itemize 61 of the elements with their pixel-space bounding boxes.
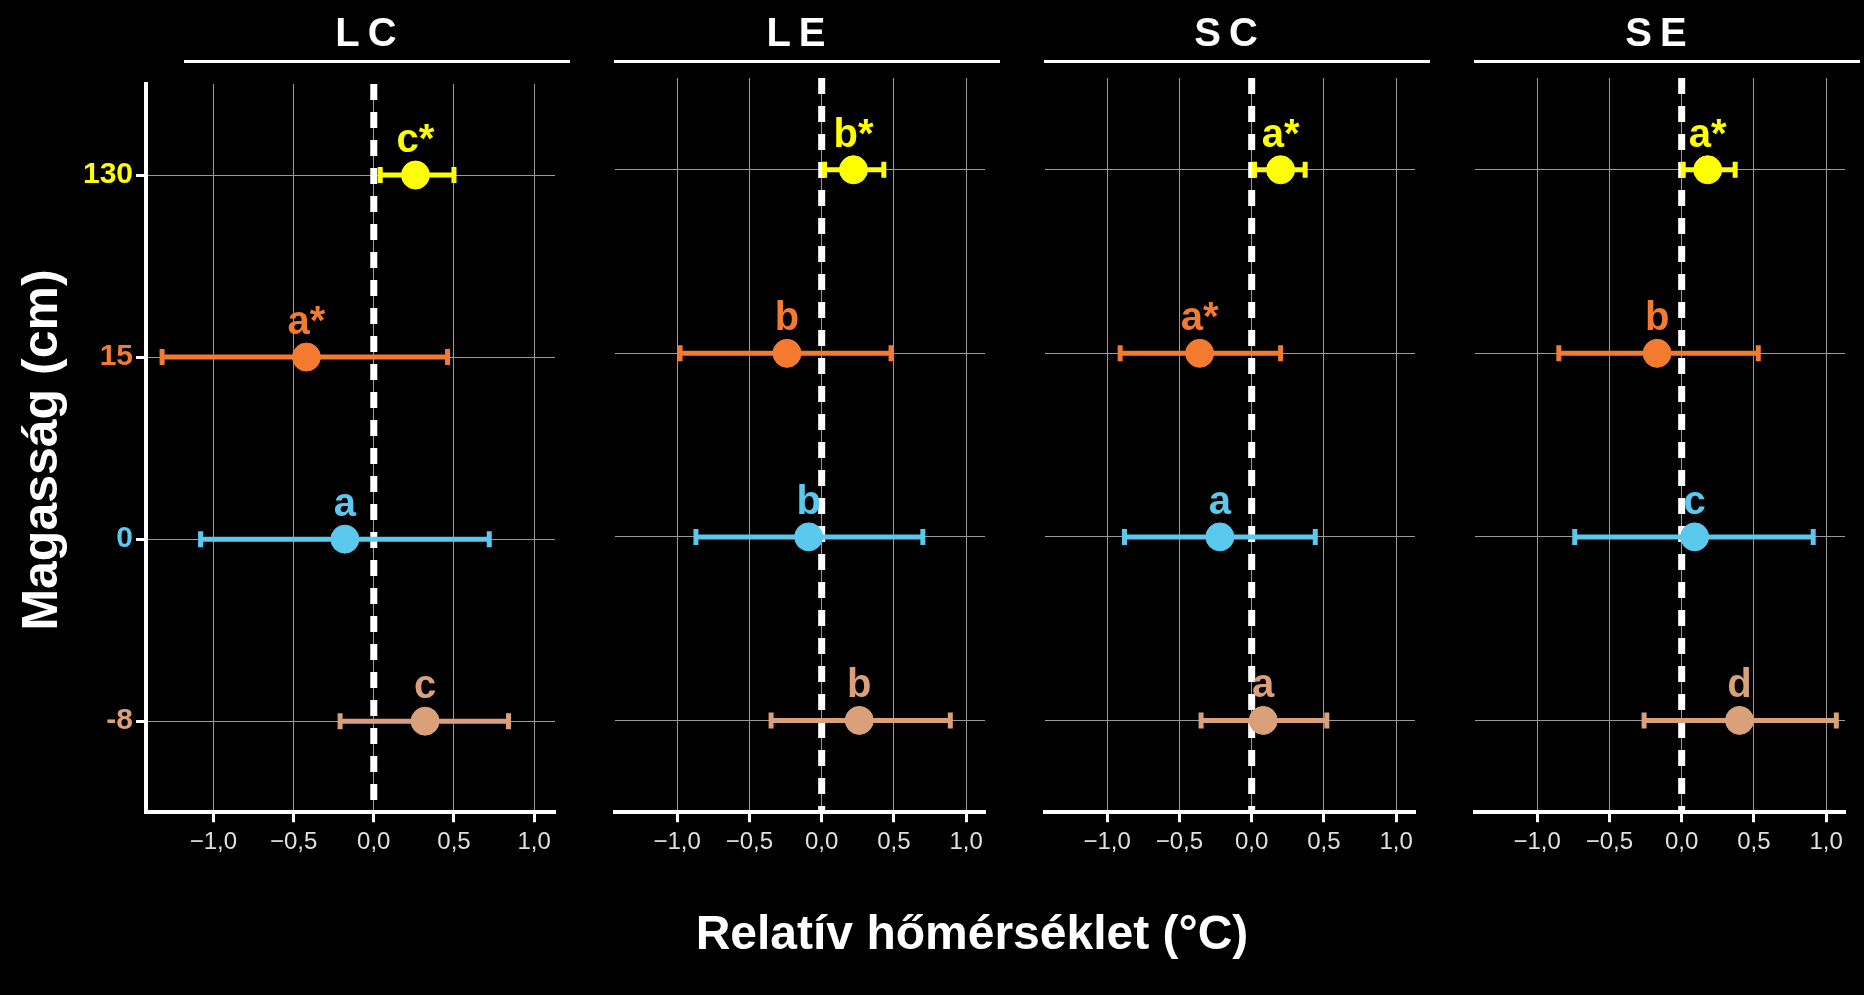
x-tick-label: 0,5: [1737, 827, 1771, 855]
data-label: b: [847, 661, 872, 706]
y-tick-label: 0: [116, 520, 134, 554]
data-label: b: [774, 294, 800, 339]
x-tick-label: 0,0: [1234, 827, 1269, 855]
data-label: b*: [833, 110, 874, 155]
x-tick-label: 0,0: [357, 827, 391, 855]
data-label: c: [1683, 477, 1706, 522]
point: [772, 338, 802, 368]
x-tick-label: 1,0: [1379, 827, 1413, 855]
point: [291, 342, 321, 372]
x-tick-label: −1,0: [1513, 827, 1561, 855]
data-label: a: [1208, 477, 1232, 522]
x-tick-label: 0,5: [437, 827, 471, 855]
data-label: b: [796, 477, 821, 522]
x-tick-label: 0,5: [877, 827, 911, 855]
x-tick-label: 1,0: [1809, 827, 1843, 855]
data-label: a*: [1688, 110, 1728, 155]
data-label: a: [333, 480, 357, 525]
chart-title: LC: [334, 9, 406, 56]
point: [1642, 338, 1672, 368]
point: [844, 705, 874, 735]
chart-title: SC: [1193, 9, 1267, 56]
point: [400, 160, 430, 190]
point: [1693, 155, 1723, 185]
x-tick-label: 1,0: [517, 827, 551, 855]
point: [330, 524, 360, 554]
point: [838, 155, 868, 185]
data-label: a*: [1261, 110, 1300, 155]
data-label: a*: [1180, 294, 1219, 339]
x-tick-label: −0,5: [725, 827, 774, 855]
x-tick-label: −1,0: [653, 827, 701, 855]
point: [1724, 705, 1754, 735]
x-tick-label: 0,0: [804, 827, 839, 855]
x-tick-label: −1,0: [1083, 827, 1131, 855]
point: [1680, 522, 1710, 552]
point: [1266, 155, 1296, 185]
y-tick-label: 15: [99, 338, 134, 372]
x-tick-label: −1,0: [189, 827, 238, 855]
point: [794, 522, 824, 552]
data-label: c: [413, 662, 437, 707]
y-axis-title: Magasság (cm): [11, 269, 69, 631]
x-tick-label: −0,5: [269, 827, 318, 855]
data-label: c*: [396, 116, 435, 161]
data-label: a: [1252, 661, 1276, 706]
point: [410, 706, 440, 736]
data-label: d: [1727, 661, 1752, 706]
x-tick-label: −0,5: [1155, 827, 1204, 855]
x-tick-label: 0,0: [1664, 827, 1699, 855]
x-tick-label: −0,5: [1585, 827, 1634, 855]
y-tick-label: -8: [106, 702, 134, 736]
point: [1185, 338, 1215, 368]
y-tick-label: 130: [82, 156, 134, 190]
x-tick-label: 1,0: [949, 827, 983, 855]
x-tick-label: 0,5: [1307, 827, 1341, 855]
chart-title: SE: [1624, 9, 1696, 56]
point: [1248, 705, 1278, 735]
data-label: b: [1644, 294, 1670, 339]
chart-title: LE: [765, 9, 835, 56]
point: [1205, 522, 1235, 552]
x-axis-title: Relatív hőmérséklet (°C): [694, 905, 1250, 960]
